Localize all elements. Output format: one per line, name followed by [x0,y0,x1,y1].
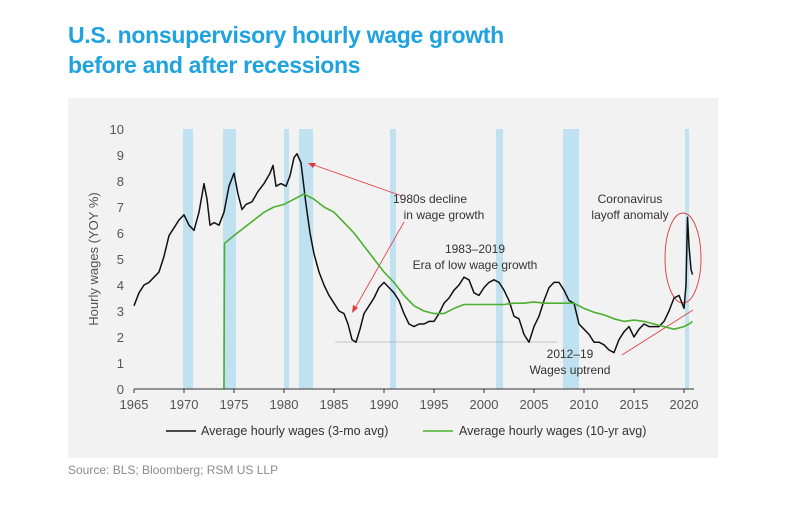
y-tick-label: 8 [117,174,124,189]
annotation-uptrend-line-2: Wages uptrend [530,363,611,377]
annotation-decline-line-2: in wage growth [404,208,485,222]
y-tick-label: 10 [110,122,124,137]
legend-label-3mo: Average hourly wages (3-mo avg) [201,424,388,438]
series-line-3mo-avg [133,152,694,354]
x-tick-label: 1980 [270,397,299,412]
recession-bands [183,129,689,389]
recession-band-4 [390,129,396,389]
annotation-covid-line-2: layoff anomaly [591,208,668,222]
y-tick-label: 5 [117,252,124,267]
recession-band-5 [496,129,503,389]
x-tick-label: 2010 [570,397,599,412]
y-axis-title: Hourly wages (YOY %) [86,192,101,325]
recession-band-2 [284,129,289,389]
arrow-decline-upper-head [308,163,316,168]
arrow-decline-upper [310,163,403,197]
axes: 1965 1970 1975 1980 1985 1990 1995 2000 2005 2010… [110,122,699,412]
y-tick-label: 7 [117,200,124,215]
x-tick-label: 2015 [620,397,649,412]
legend: Average hourly wages (3-mo avg) Average … [166,424,646,438]
chart-title: U.S. nonsupervisory hourly wage growth b… [68,20,708,80]
x-tick-label: 1990 [370,397,399,412]
annotation-decline-line-1: 1980s decline [393,192,467,206]
annotation-era-line-2: Era of low wage growth [413,258,538,272]
x-tick-label: 2000 [470,397,499,412]
y-tick-label: 4 [117,278,124,293]
uptrend-line [621,309,694,356]
x-tick-label: 2020 [670,397,699,412]
y-tick-label: 0 [117,382,124,397]
source-note: Source: BLS; Bloomberg; RSM US LLP [68,463,279,477]
series-line-10yr-avg [223,193,693,390]
x-tick-label: 1975 [220,397,249,412]
x-tick-label: 2005 [520,397,549,412]
legend-label-10yr: Average hourly wages (10-yr avg) [459,424,646,438]
x-tick-label: 1970 [170,397,199,412]
recession-band-6 [563,129,579,389]
annotation-era-line-1: 1983–2019 [445,242,505,256]
y-tick-label: 6 [117,226,124,241]
annotation-uptrend-line-1: 2012–19 [547,347,594,361]
annotation-covid-line-1: Coronavirus [598,192,663,206]
recession-band-0 [183,129,193,389]
x-tick-label: 1965 [120,397,149,412]
y-tick-label: 2 [117,330,124,345]
arrow-decline-lower-head [352,305,358,313]
y-tick-label: 3 [117,304,124,319]
x-tick-label: 1985 [320,397,349,412]
y-tick-label: 1 [117,356,124,371]
y-tick-label: 9 [117,148,124,163]
chart-title-line-2: before and after recessions [68,52,361,78]
series-lines [133,152,694,390]
covid-ellipse [664,212,702,304]
annotation-labels: 1980s decline in wage growth 1983–2019 E… [393,192,669,377]
chart-title-line-1: U.S. nonsupervisory hourly wage growth [68,22,504,48]
recession-band-1 [223,129,236,389]
x-tick-label: 1995 [420,397,449,412]
